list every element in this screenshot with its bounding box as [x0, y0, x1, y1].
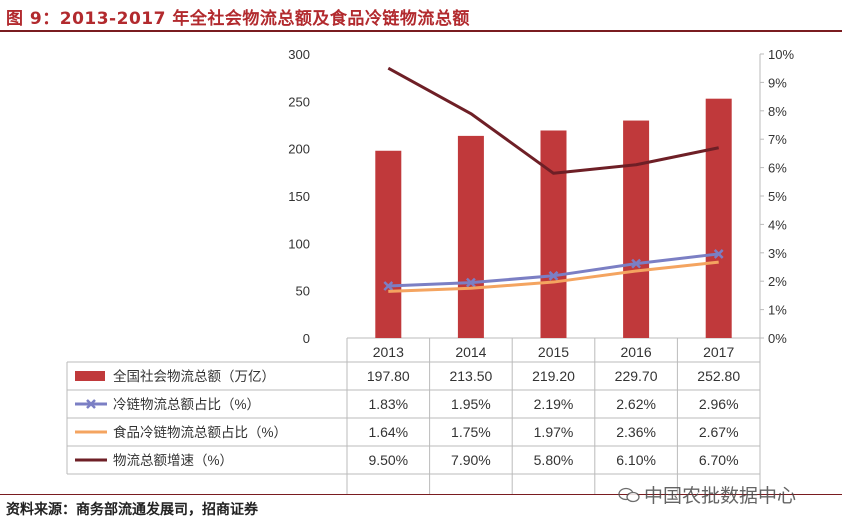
- y-right-tick-label: 10%: [768, 47, 794, 62]
- table-value-cell: 6.70%: [699, 452, 739, 468]
- x-category-label: 2014: [455, 344, 486, 360]
- bar: [457, 135, 484, 338]
- legend-label: 物流总额增速（%）: [113, 453, 233, 468]
- table-value-cell: 1.83%: [368, 396, 408, 412]
- y-left-tick-label: 300: [288, 47, 310, 62]
- line-marker: [713, 249, 724, 259]
- y-right-tick-label: 5%: [768, 189, 787, 204]
- legend-key-bar: [75, 371, 105, 381]
- y-left-tick-label: 0: [303, 331, 310, 346]
- table-value-cell: 6.10%: [616, 452, 656, 468]
- table-value-cell: 2.62%: [616, 396, 656, 412]
- y-right-tick-label: 7%: [768, 132, 787, 147]
- table-value-cell: 7.90%: [451, 452, 491, 468]
- table-value-cell: 213.50: [449, 368, 492, 384]
- legend-label: 全国社会物流总额（万亿）: [113, 368, 275, 384]
- legend-label: 冷链物流总额占比（%）: [113, 397, 260, 412]
- bar: [623, 120, 650, 339]
- legend-key-marker: [86, 399, 96, 409]
- y-left-tick-label: 50: [296, 284, 310, 299]
- table-value-cell: 2.19%: [534, 396, 574, 412]
- watermark: 中国农批数据中心: [618, 481, 796, 508]
- bar: [705, 98, 732, 338]
- y-right-tick-label: 4%: [768, 217, 787, 232]
- series-line: [388, 260, 719, 293]
- x-category-label: 2015: [538, 344, 569, 360]
- source-rule: [0, 494, 842, 495]
- table-value-cell: 2.36%: [616, 424, 656, 440]
- table-value-cell: 2.67%: [699, 424, 739, 440]
- watermark-text: 中国农批数据中心: [644, 485, 797, 507]
- series-line: [387, 66, 720, 175]
- y-right-tick-label: 0%: [768, 331, 787, 346]
- table-value-cell: 5.80%: [534, 452, 574, 468]
- y-left-tick-label: 250: [288, 94, 310, 109]
- y-right-tick-label: 2%: [768, 274, 787, 289]
- y-right-tick-label: 9%: [768, 75, 787, 90]
- table-value-cell: 1.75%: [451, 424, 491, 440]
- y-right-tick-label: 8%: [768, 104, 787, 119]
- table-value-cell: 9.50%: [368, 452, 408, 468]
- title-rule: [0, 30, 842, 32]
- y-left-tick-label: 100: [288, 236, 310, 251]
- table-value-cell: 2.96%: [699, 396, 739, 412]
- y-left-tick-label: 200: [288, 142, 310, 157]
- x-category-label: 2013: [373, 344, 404, 360]
- line-marker: [548, 270, 559, 281]
- table-value-cell: 219.20: [532, 368, 575, 384]
- table-value-cell: 1.95%: [451, 396, 491, 412]
- table-value-cell: 1.97%: [534, 424, 574, 440]
- y-right-tick-label: 3%: [768, 246, 787, 261]
- y-right-tick-label: 1%: [768, 303, 787, 318]
- line-marker: [466, 277, 476, 288]
- table-value-cell: 229.70: [615, 368, 658, 384]
- wechat-icon: [618, 487, 640, 502]
- y-right-tick-label: 6%: [768, 161, 787, 176]
- table-value-cell: 1.64%: [368, 424, 408, 440]
- source-note: 资料来源：商务部流通发展司，招商证券: [6, 502, 258, 518]
- figure-title: 图 9：2013-2017 年全社会物流总额及食品冷链物流总额: [6, 9, 470, 29]
- table-value-cell: 197.80: [367, 368, 410, 384]
- bar: [540, 130, 567, 338]
- y-left-tick-label: 150: [288, 189, 310, 204]
- x-category-label: 2016: [621, 344, 652, 360]
- bar: [375, 150, 402, 338]
- line-marker: [631, 258, 641, 269]
- table-value-cell: 252.80: [697, 368, 740, 384]
- legend-label: 食品冷链物流总额占比（%）: [113, 424, 287, 440]
- line-marker: [383, 281, 394, 291]
- x-category-label: 2017: [703, 344, 734, 360]
